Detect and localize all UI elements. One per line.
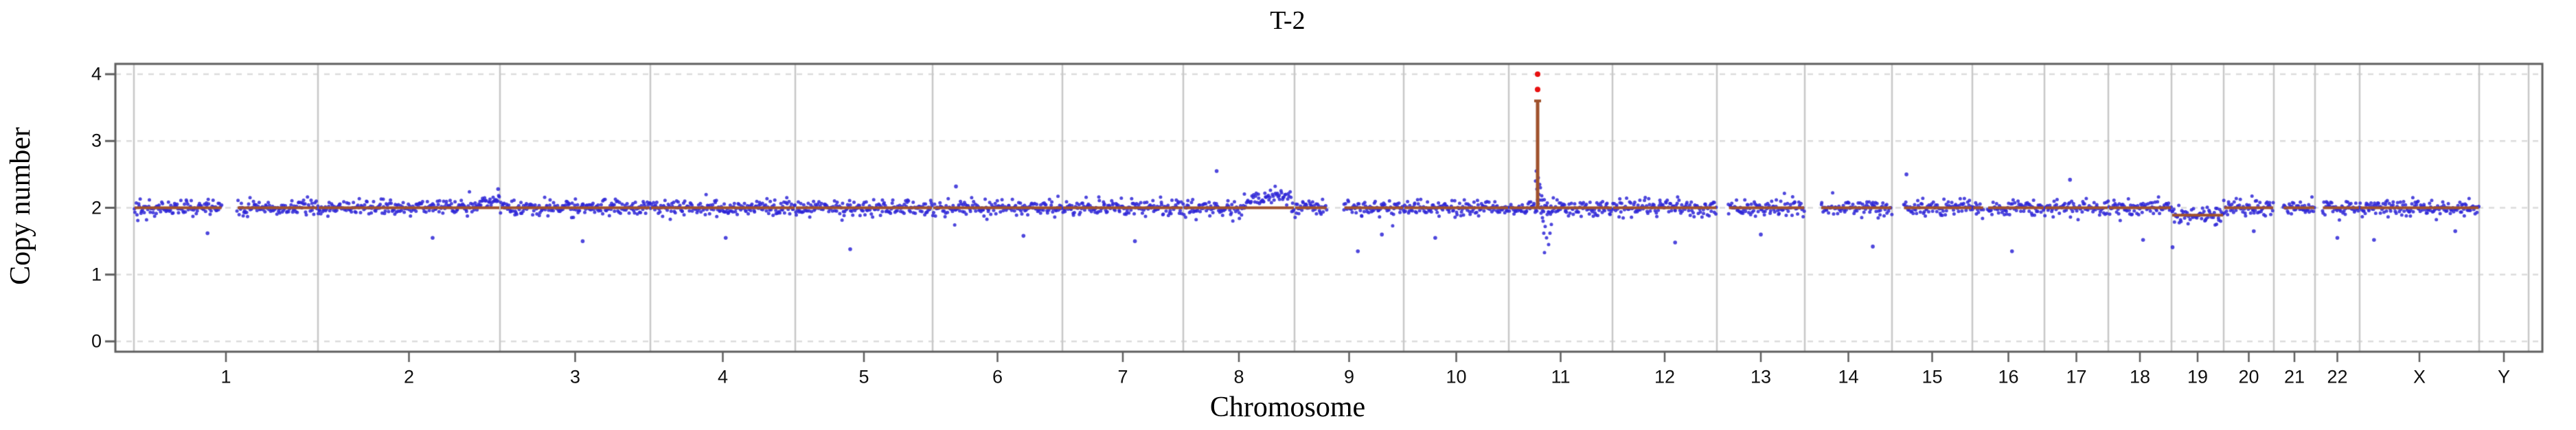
y-tick-label-1: 1 xyxy=(91,264,102,285)
x-tick-label-chr-21: 21 xyxy=(2283,366,2305,387)
y-axis-label: Copy number xyxy=(5,127,36,285)
chart-title: T-2 xyxy=(1270,6,1306,35)
x-tick-label-chr-8: 8 xyxy=(1233,366,1244,387)
y-tick-label-0: 0 xyxy=(91,330,102,352)
x-tick-label-chr-Y: Y xyxy=(2497,366,2511,387)
x-tick-label-chr-14: 14 xyxy=(1838,366,1859,387)
y-tick-label-3: 3 xyxy=(91,130,102,151)
x-tick-label-chr-9: 9 xyxy=(1343,366,1355,387)
x-tick-label-chr-3: 3 xyxy=(569,366,581,387)
x-tick-label-chr-22: 22 xyxy=(2327,366,2348,387)
x-tick-label-chr-19: 19 xyxy=(2187,366,2209,387)
x-tick-label-chr-7: 7 xyxy=(1117,366,1128,387)
x-tick-label-chr-6: 6 xyxy=(992,366,1003,387)
x-tick-label-chr-10: 10 xyxy=(1446,366,1467,387)
x-tick-label-chr-4: 4 xyxy=(717,366,729,387)
x-tick-label-chr-X: X xyxy=(2413,366,2426,387)
x-tick-label-chr-20: 20 xyxy=(2238,366,2259,387)
x-tick-label-chr-18: 18 xyxy=(2129,366,2151,387)
x-tick-label-chr-1: 1 xyxy=(220,366,231,387)
x-tick-label-chr-5: 5 xyxy=(858,366,869,387)
x-tick-label-chr-15: 15 xyxy=(1922,366,1943,387)
x-tick-label-chr-16: 16 xyxy=(1998,366,2019,387)
x-tick-label-chr-11: 11 xyxy=(1551,366,1571,387)
x-axis-label: Chromosome xyxy=(1209,392,1366,423)
x-tick-label-chr-2: 2 xyxy=(403,366,415,387)
x-tick-label-chr-17: 17 xyxy=(2066,366,2087,387)
x-tick-label-chr-13: 13 xyxy=(1750,366,1772,387)
y-tick-label-2: 2 xyxy=(91,197,102,218)
x-tick-label-chr-12: 12 xyxy=(1654,366,1676,387)
y-tick-label-4: 4 xyxy=(91,63,102,84)
